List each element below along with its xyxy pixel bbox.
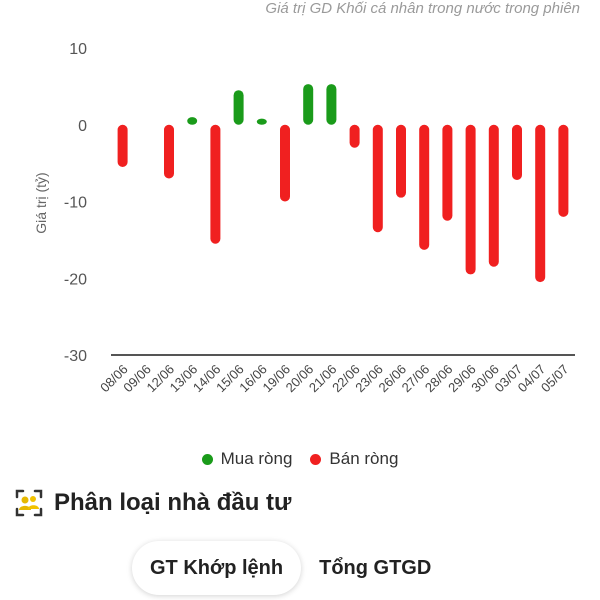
bar-sell — [488, 124, 499, 267]
bar-sell — [372, 124, 383, 233]
bar-buy — [326, 84, 337, 125]
bar-buy — [187, 117, 198, 125]
y-tick-label: 0 — [78, 118, 87, 135]
tab-total-value[interactable]: Tổng GTGD — [319, 557, 432, 579]
bar-sell — [396, 124, 406, 198]
bar-sell — [558, 124, 569, 217]
legend-dot-green — [201, 453, 213, 465]
y-tick-label: 10 — [69, 41, 87, 58]
y-tick-label: -10 — [64, 195, 87, 212]
legend-item-sell[interactable]: Bán ròng — [310, 449, 398, 469]
chart-legend: Mua ròng Bán ròng — [0, 449, 600, 469]
x-tick-label: 05/07 — [538, 362, 572, 396]
legend-item-buy[interactable]: Mua ròng — [201, 449, 293, 469]
bar-sell — [512, 124, 522, 181]
bar-buy — [303, 84, 314, 125]
tab-group: GT Khớp lệnh Tổng GTGD — [132, 541, 449, 595]
bar-buy — [233, 90, 244, 125]
legend-label-buy: Mua ròng — [220, 449, 293, 468]
bar-sell — [442, 124, 453, 221]
legend-label-sell: Bán ròng — [329, 449, 399, 468]
legend-dot-red — [310, 453, 322, 465]
chart-title: Giá trị GD Khối cá nhân trong nước trong… — [265, 0, 580, 17]
y-axis-title: Giá trị (tỷ) — [33, 172, 49, 233]
bar-sell — [210, 124, 221, 244]
bar-sell — [164, 124, 174, 179]
y-tick-label: -30 — [64, 348, 87, 365]
section-title: Phân loại nhà đầu tư — [54, 489, 292, 516]
bar-sell — [117, 124, 128, 167]
bar-sell — [280, 124, 290, 202]
y-tick-label: -20 — [64, 271, 87, 288]
bar-sell — [419, 124, 430, 250]
tab-matched-value[interactable]: GT Khớp lệnh — [132, 541, 302, 595]
bar-buy — [256, 118, 267, 125]
investors-icon — [14, 488, 44, 518]
section-header: Phân loại nhà đầu tư — [14, 488, 291, 518]
bar-sell — [465, 124, 476, 275]
bar-sell — [535, 124, 546, 283]
bar-sell — [349, 124, 360, 148]
